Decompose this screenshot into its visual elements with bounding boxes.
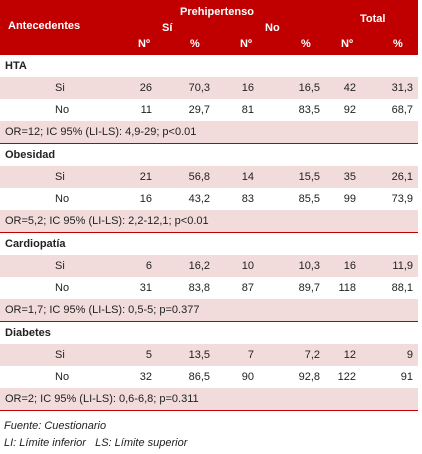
table-cell: 7 [247, 349, 254, 361]
section-diabetes: Diabetes [0, 322, 418, 344]
table-cell: 83 [241, 193, 254, 205]
header-n-no: Nº [240, 38, 252, 50]
stat-text: OR=12; IC 95% (LI-LS): 4,9-29; p<0.01 [5, 126, 197, 138]
row-label: Si [55, 171, 65, 183]
table-cell: 32 [139, 371, 152, 383]
row-label: No [55, 371, 70, 383]
section-title: Cardiopatía [5, 238, 66, 250]
table-cell: 122 [337, 371, 356, 383]
table-cell: 56,8 [188, 171, 210, 183]
table-row: No 31 83,8 87 89,7 118 88,1 [0, 277, 418, 299]
table-cell: 42 [343, 82, 356, 94]
table-cell: 91 [400, 371, 413, 383]
row-label: No [55, 282, 70, 294]
table-cell: 5 [145, 349, 152, 361]
section-title: Obesidad [5, 149, 56, 161]
table-cell: 14 [241, 171, 254, 183]
stat-row: OR=12; IC 95% (LI-LS): 4,9-29; p<0.01 [0, 121, 418, 144]
table-cell: 81 [241, 104, 254, 116]
table-cell: 21 [139, 171, 152, 183]
table-cell: 68,7 [391, 104, 413, 116]
stat-row: OR=2; IC 95% (LI-LS): 0,6-6,8; p=0.311 [0, 388, 418, 411]
table-cell: 29,7 [188, 104, 210, 116]
table-cell: 26,1 [391, 171, 413, 183]
table-cell: 89,7 [298, 282, 320, 294]
table-cell: 92,8 [298, 371, 320, 383]
table-cell: 10,3 [298, 260, 320, 272]
data-table: Antecedentes Prehipertenso Sí No Total N… [0, 0, 418, 411]
table-cell: 88,1 [391, 282, 413, 294]
table-cell: 92 [343, 104, 356, 116]
table-cell: 35 [343, 171, 356, 183]
table-cell: 13,5 [188, 349, 210, 361]
table-cell: 11 [140, 104, 152, 116]
table-cell: 90 [241, 371, 254, 383]
section-cardiopatia: Cardiopatía [0, 233, 418, 255]
table-cell: 16,5 [298, 82, 320, 94]
table-cell: 16,2 [188, 260, 210, 272]
table-header: Antecedentes Prehipertenso Sí No Total N… [0, 0, 418, 55]
table-cell: 16 [241, 82, 254, 94]
table-cell: 7,2 [304, 349, 320, 361]
stat-text: OR=2; IC 95% (LI-LS): 0,6-6,8; p=0.311 [5, 393, 199, 405]
stat-row: OR=5,2; IC 95% (LI-LS): 2,2-12,1; p<0.01 [0, 210, 418, 233]
legend-note: LI: Límite inferior LS: Límite superior [4, 437, 188, 449]
section-title: HTA [5, 60, 27, 72]
row-label: Si [55, 349, 65, 361]
table-cell: 85,5 [298, 193, 320, 205]
table-cell: 87 [241, 282, 254, 294]
header-antecedentes: Antecedentes [8, 20, 81, 32]
header-n-total: Nº [341, 38, 353, 50]
section-title: Diabetes [5, 327, 51, 339]
table-cell: 11,9 [392, 260, 413, 272]
table-cell: 99 [343, 193, 356, 205]
header-pct-si: % [190, 38, 200, 50]
header-si: Sí [162, 22, 173, 34]
table-cell: 118 [338, 282, 356, 294]
table-body: HTA Si 26 70,3 16 16,5 42 31,3 No 11 29,7 81 83,5 92 6… [0, 55, 418, 411]
row-label: No [55, 193, 70, 205]
header-prehipertenso: Prehipertenso [180, 6, 254, 18]
row-label: No [55, 104, 70, 116]
table-cell: 83,8 [188, 282, 210, 294]
header-total: Total [360, 13, 386, 25]
table-cell: 15,5 [298, 171, 320, 183]
table-row: Si 26 70,3 16 16,5 42 31,3 [0, 77, 418, 99]
source-note: Fuente: Cuestionario [4, 420, 107, 432]
stat-text: OR=1,7; IC 95% (LI-LS): 0,5-5; p=0.377 [5, 304, 200, 316]
row-label: Si [55, 260, 65, 272]
table-cell: 26 [139, 82, 152, 94]
table-cell: 16 [139, 193, 152, 205]
table-row: No 11 29,7 81 83,5 92 68,7 [0, 99, 418, 121]
table-cell: 73,9 [391, 193, 413, 205]
header-n-si: Nº [138, 38, 150, 50]
table-cell: 6 [145, 260, 152, 272]
table-cell: 9 [406, 349, 413, 361]
stat-text: OR=5,2; IC 95% (LI-LS): 2,2-12,1; p<0.01 [5, 215, 209, 227]
table-cell: 86,5 [188, 371, 210, 383]
section-hta: HTA [0, 55, 418, 77]
table-cell: 70,3 [188, 82, 210, 94]
table-cell: 83,5 [298, 104, 320, 116]
table-cell: 43,2 [188, 193, 210, 205]
table-cell: 31 [139, 282, 152, 294]
table-row: Si 6 16,2 10 10,3 16 11,9 [0, 255, 418, 277]
table-cell: 16 [343, 260, 356, 272]
table-row: No 32 86,5 90 92,8 122 91 [0, 366, 418, 388]
section-obesidad: Obesidad [0, 144, 418, 166]
header-pct-no: % [301, 38, 311, 50]
table-cell: 10 [241, 260, 254, 272]
header-no: No [265, 22, 280, 34]
row-label: Si [55, 82, 65, 94]
table-row: No 16 43,2 83 85,5 99 73,9 [0, 188, 418, 210]
table-row: Si 21 56,8 14 15,5 35 26,1 [0, 166, 418, 188]
table-cell: 31,3 [391, 82, 413, 94]
stat-row: OR=1,7; IC 95% (LI-LS): 0,5-5; p=0.377 [0, 299, 418, 322]
header-pct-total: % [393, 38, 403, 50]
table-cell: 12 [343, 349, 356, 361]
table-row: Si 5 13,5 7 7,2 12 9 [0, 344, 418, 366]
